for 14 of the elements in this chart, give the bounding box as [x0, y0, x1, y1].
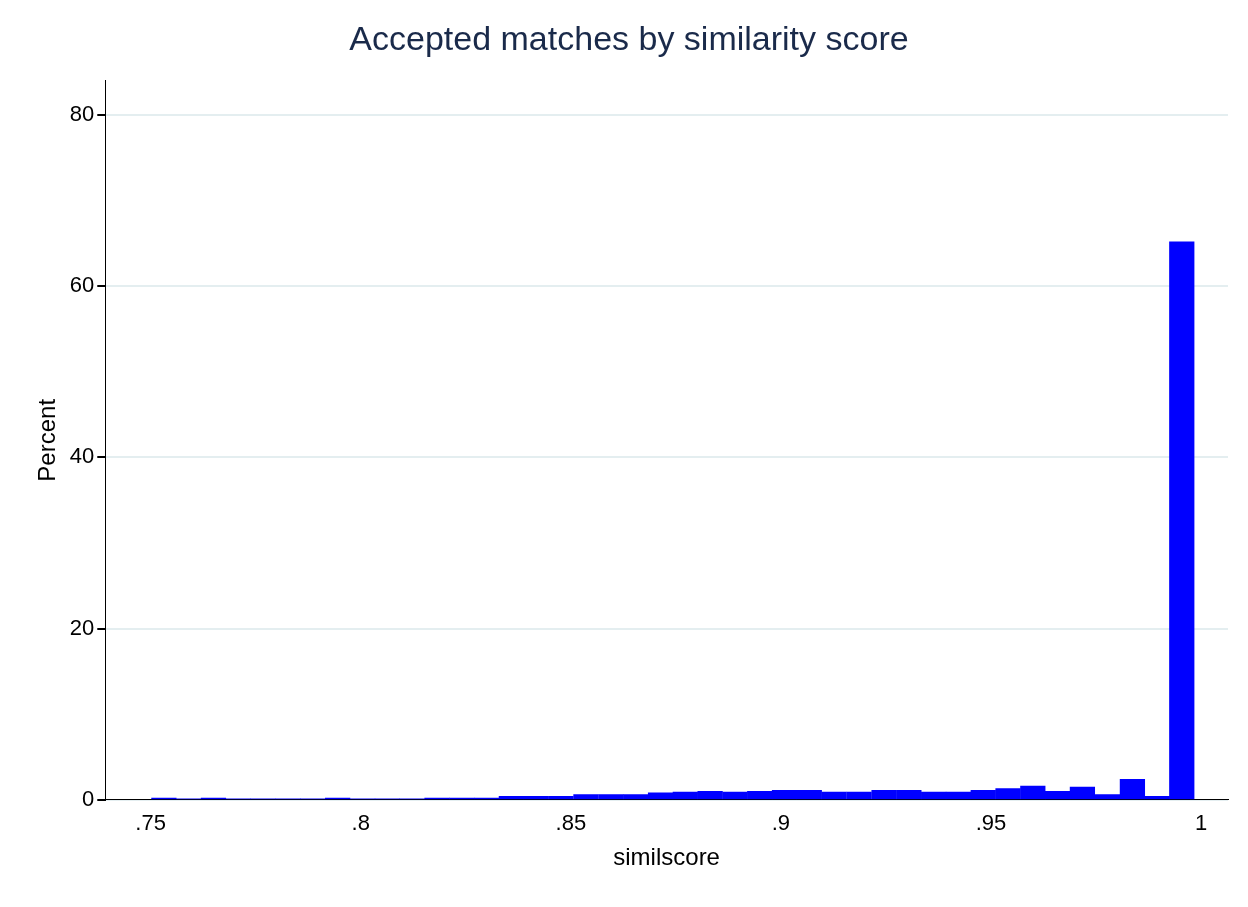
y-tick-label: 0	[82, 785, 95, 811]
y-tick-label: 20	[69, 614, 95, 640]
x-tick-label: .8	[351, 810, 370, 836]
x-tick-label: .9	[771, 810, 791, 836]
x-tick-label: .75	[135, 810, 166, 836]
y-tick-label: 60	[69, 272, 95, 298]
y-axis-title: Percent	[33, 398, 61, 482]
x-tick-label: .85	[555, 810, 587, 836]
x-tick-label: 1	[1194, 810, 1208, 836]
y-tick-label: 80	[69, 101, 95, 127]
x-tick-label: .95	[975, 810, 1007, 836]
x-axis-title: similscore	[613, 843, 720, 871]
chart-title: Accepted matches by similarity score	[349, 18, 909, 57]
y-tick-label: 40	[69, 443, 95, 469]
